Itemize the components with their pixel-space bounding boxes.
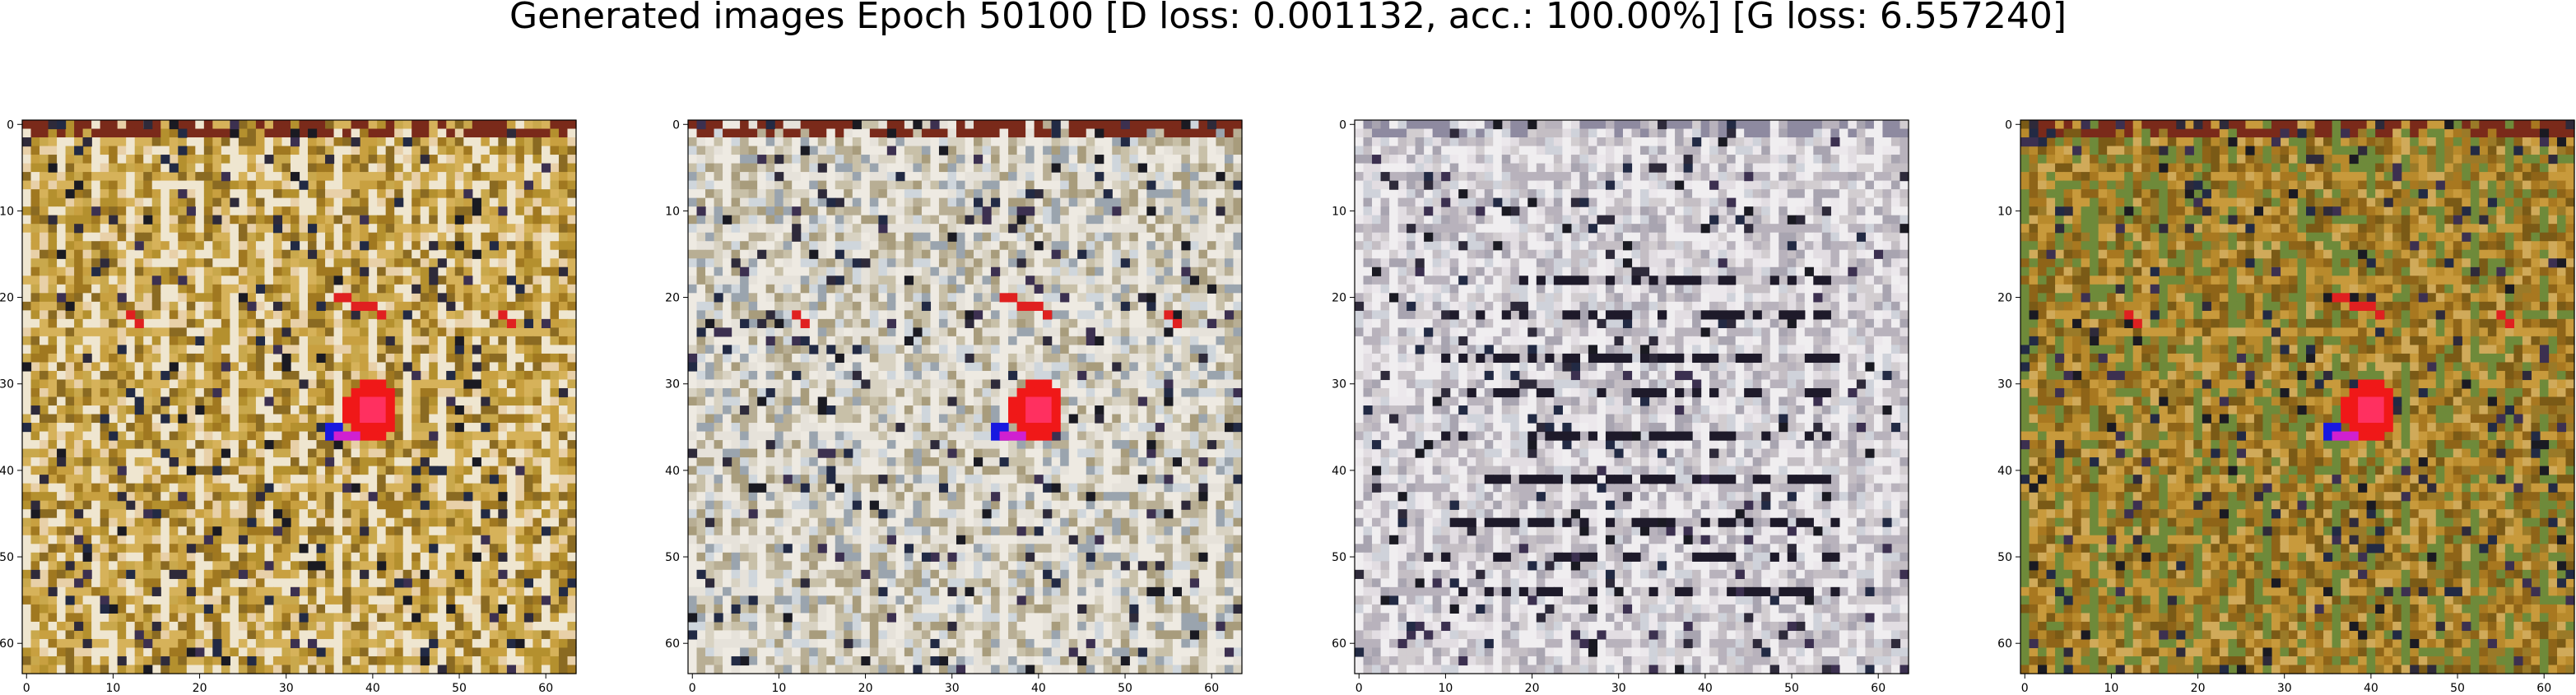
pixel-grid [2020, 120, 2575, 674]
x-tick-label: 60 [2536, 682, 2551, 695]
y-tick-label: 20 [0, 292, 14, 305]
y-tick-label: 0 [1339, 118, 1346, 132]
x-tick-label: 30 [2277, 682, 2292, 695]
y-tick-label: 60 [1997, 637, 2012, 651]
y-tick-label: 50 [665, 551, 680, 564]
y-tick-label: 20 [1332, 292, 1346, 305]
y-tick-label: 40 [0, 465, 14, 478]
y-tick-label: 0 [7, 118, 14, 132]
y-tick-label: 0 [672, 118, 680, 132]
y-tick-label: 40 [1332, 465, 1346, 478]
pixel-grid [1355, 120, 1909, 674]
x-tick-label: 10 [1439, 682, 1453, 695]
x-tick-label: 20 [2191, 682, 2206, 695]
y-tick-label: 40 [665, 465, 680, 478]
x-tick-label: 60 [1204, 682, 1219, 695]
generated-image-3: 0 0 10 10 20 20 30 30 40 40 50 50 60 60 [1332, 118, 1909, 695]
x-tick-label: 50 [452, 682, 467, 695]
generated-image-4: 0 0 10 10 20 20 30 30 40 40 50 50 60 60 [1997, 118, 2574, 695]
image-panels: 0 0 10 10 20 20 30 30 40 40 50 50 60 60 0 0 10 10 20 20 30 30… [0, 118, 2575, 695]
x-tick-label: 10 [772, 682, 787, 695]
x-tick-label: 40 [1698, 682, 1713, 695]
y-tick-label: 60 [1332, 637, 1346, 651]
x-tick-label: 40 [2364, 682, 2378, 695]
y-tick-label: 60 [665, 637, 680, 651]
x-tick-label: 20 [193, 682, 207, 695]
pixel-grid [22, 120, 577, 674]
y-tick-label: 10 [0, 205, 14, 218]
x-tick-label: 30 [1611, 682, 1626, 695]
y-tick-label: 30 [0, 378, 14, 392]
x-tick-label: 50 [1118, 682, 1132, 695]
y-tick-label: 0 [2005, 118, 2012, 132]
x-tick-label: 60 [1871, 682, 1886, 695]
x-tick-label: 30 [279, 682, 294, 695]
x-tick-label: 50 [1784, 682, 1799, 695]
x-tick-label: 0 [1355, 682, 1363, 695]
y-tick-label: 10 [1332, 205, 1346, 218]
x-tick-label: 20 [1525, 682, 1540, 695]
y-tick-label: 20 [665, 292, 680, 305]
y-tick-label: 30 [1332, 378, 1346, 392]
generated-image-1: 0 0 10 10 20 20 30 30 40 40 50 50 60 60 [0, 118, 577, 695]
x-tick-label: 20 [858, 682, 873, 695]
y-tick-label: 60 [0, 637, 14, 651]
y-tick-label: 20 [1997, 292, 2012, 305]
x-tick-label: 0 [2021, 682, 2029, 695]
x-tick-label: 0 [689, 682, 696, 695]
x-tick-label: 0 [23, 682, 30, 695]
x-tick-label: 10 [2104, 682, 2119, 695]
y-tick-label: 10 [665, 205, 680, 218]
x-tick-label: 60 [538, 682, 553, 695]
generated-image-2: 0 0 10 10 20 20 30 30 40 40 50 50 60 60 [665, 118, 1242, 695]
x-tick-label: 30 [945, 682, 960, 695]
y-tick-label: 30 [665, 378, 680, 392]
y-tick-label: 50 [0, 551, 14, 564]
y-tick-label: 40 [1997, 465, 2012, 478]
x-tick-label: 50 [2450, 682, 2465, 695]
y-tick-label: 50 [1997, 551, 2012, 564]
x-tick-label: 40 [1031, 682, 1046, 695]
x-tick-label: 10 [106, 682, 121, 695]
pixel-grid [688, 120, 1243, 674]
x-tick-label: 40 [365, 682, 380, 695]
y-tick-label: 10 [1997, 205, 2012, 218]
y-tick-label: 30 [1997, 378, 2012, 392]
y-tick-label: 50 [1332, 551, 1346, 564]
